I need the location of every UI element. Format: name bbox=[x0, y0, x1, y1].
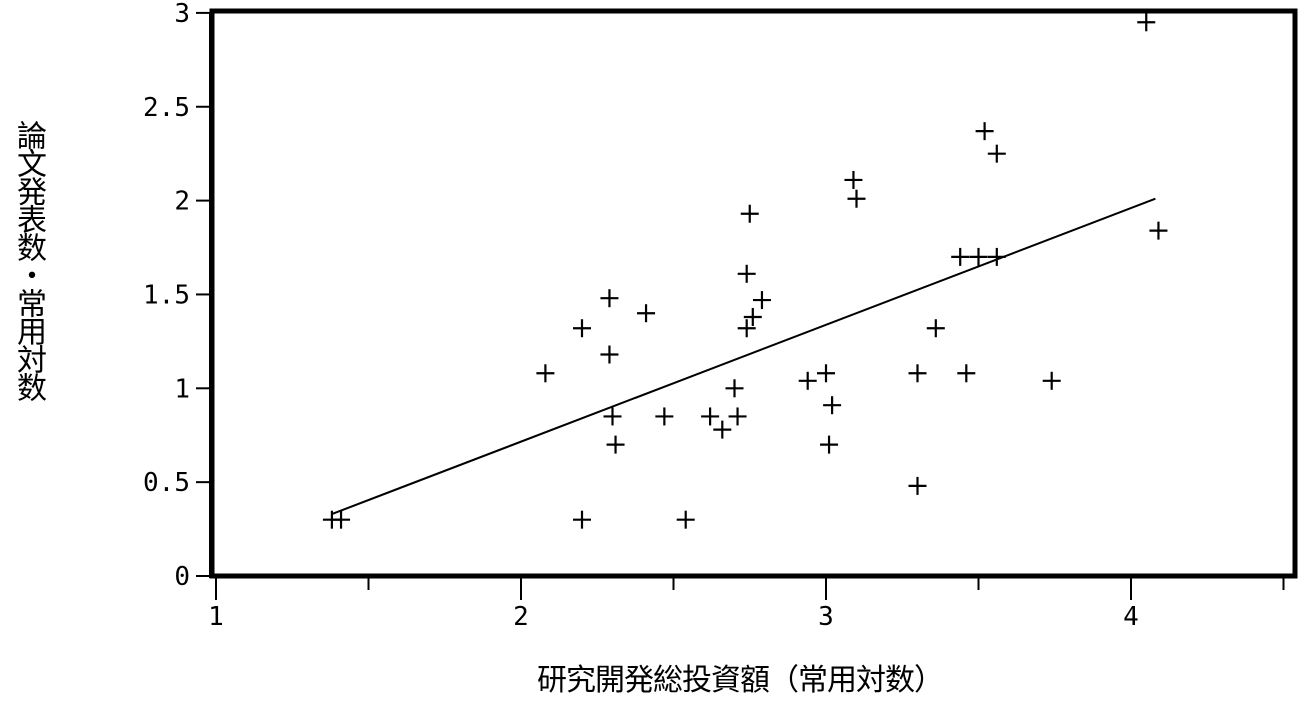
data-point bbox=[701, 407, 720, 426]
x-axis-label: 研究開発総投資額（常用対数） bbox=[537, 663, 944, 698]
data-point bbox=[820, 435, 839, 454]
data-point bbox=[969, 247, 988, 266]
y-tick-label: 1.5 bbox=[143, 280, 190, 310]
x-tick-label: 2 bbox=[513, 602, 529, 632]
data-point bbox=[908, 364, 927, 383]
data-point bbox=[987, 247, 1006, 266]
data-point bbox=[1137, 13, 1156, 32]
data-point bbox=[975, 122, 994, 141]
y-tick-label: 2 bbox=[174, 187, 190, 217]
data-point bbox=[332, 510, 351, 529]
data-point bbox=[725, 379, 744, 398]
data-point bbox=[573, 319, 591, 338]
x-ticks: 1 2 3 4 bbox=[208, 576, 1285, 632]
data-point bbox=[847, 189, 866, 208]
data-point bbox=[603, 407, 622, 426]
data-point bbox=[737, 264, 756, 283]
data-point bbox=[798, 371, 817, 390]
y-tick-label: 0.5 bbox=[143, 468, 190, 498]
y-axis-label-wrap: 論文発表数・常用対数 bbox=[8, 120, 48, 480]
data-point bbox=[536, 364, 555, 383]
data-point bbox=[676, 510, 695, 529]
data-point bbox=[737, 319, 756, 338]
data-point bbox=[908, 476, 927, 495]
data-point bbox=[740, 204, 759, 223]
data-point bbox=[573, 510, 591, 529]
x-tick-label: 4 bbox=[1123, 602, 1139, 632]
trend-line-group bbox=[331, 197, 1156, 515]
data-point bbox=[987, 144, 1006, 163]
data-points bbox=[322, 13, 1168, 529]
data-point bbox=[1149, 221, 1168, 240]
data-point bbox=[600, 289, 619, 308]
data-point bbox=[1042, 371, 1061, 390]
data-point bbox=[957, 364, 976, 383]
data-point bbox=[844, 170, 863, 189]
data-point bbox=[752, 291, 771, 310]
x-tick-label: 3 bbox=[818, 602, 834, 632]
y-tick-label: 1 bbox=[174, 374, 190, 404]
y-axis-label: 論文発表数・常用対数 bbox=[11, 120, 46, 400]
data-point bbox=[600, 345, 619, 364]
y-tick-label: 2.5 bbox=[143, 93, 190, 123]
y-ticks: 0 0.5 1 1.5 2 2.5 3 bbox=[143, 0, 212, 592]
data-point bbox=[951, 247, 970, 266]
data-point bbox=[817, 364, 835, 383]
trend-line bbox=[331, 197, 1156, 515]
data-point bbox=[743, 307, 762, 326]
data-point bbox=[637, 304, 656, 323]
y-tick-label: 0 bbox=[174, 562, 190, 592]
y-tick-label: 3 bbox=[174, 0, 190, 29]
data-point bbox=[713, 420, 732, 439]
data-point bbox=[655, 407, 674, 426]
plot-frame bbox=[209, 8, 1298, 579]
data-point bbox=[926, 319, 945, 338]
data-point bbox=[823, 396, 842, 415]
data-point bbox=[728, 407, 747, 426]
x-tick-label: 1 bbox=[208, 602, 224, 632]
data-point bbox=[606, 435, 625, 454]
